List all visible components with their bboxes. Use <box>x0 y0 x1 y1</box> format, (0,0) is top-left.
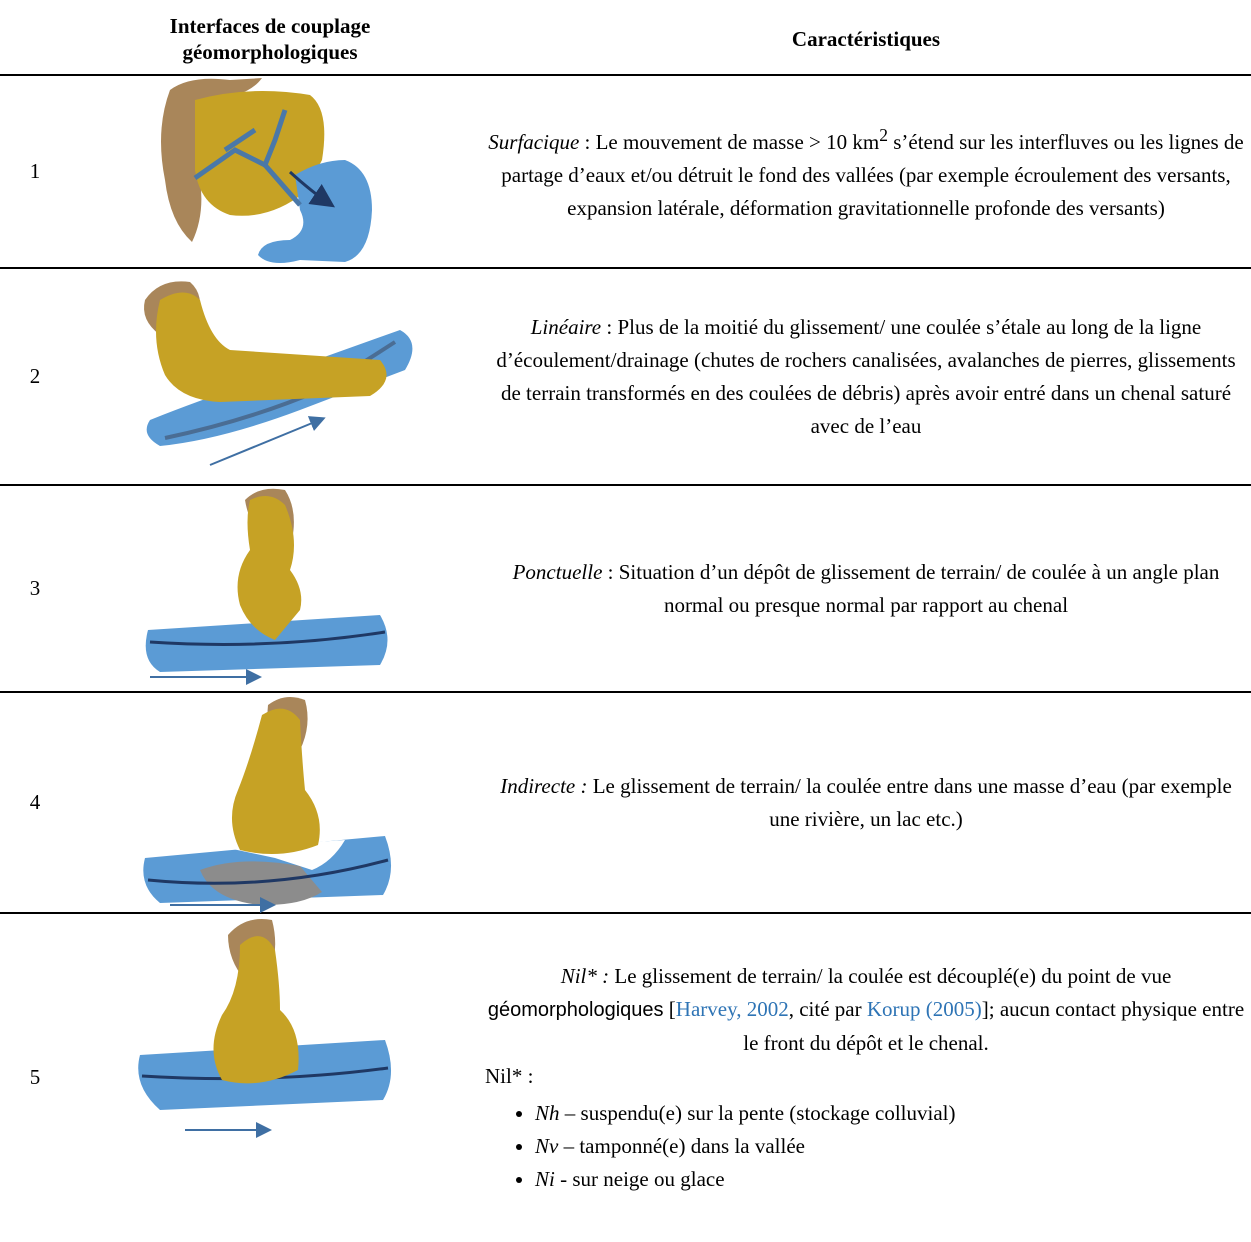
illustration-2 <box>144 281 413 466</box>
term: Linéaire <box>530 314 602 339</box>
text: Le glissement de terrain/ la coulée est … <box>609 963 1172 988</box>
note: Nil* : <box>485 1063 534 1088</box>
row-borders <box>0 74 1251 914</box>
citation-link[interactable]: Harvey, 2002 <box>675 996 789 1021</box>
row-number: 1 <box>29 159 41 183</box>
illustration-1 <box>161 78 372 264</box>
column-header: Interfaces de couplage géomorphologiques <box>169 14 371 64</box>
row-description: Nil* : Le glissement de terrain/ la coul… <box>485 913 1247 1242</box>
text: Le glissement de terrain/ la coulée entr… <box>587 773 1232 831</box>
text: : Situation d’un dépôt de glissement de … <box>602 559 1220 617</box>
text: - sur neige ou glace <box>554 1166 725 1191</box>
bullet-list: Nh – suspendu(e) sur la pente (stockage … <box>485 1097 1247 1196</box>
bullet: Nh – suspendu(e) sur la pente (stockage … <box>535 1097 1247 1130</box>
bullet: Nv – tamponné(e) dans la vallée <box>535 1130 1247 1163</box>
row-number: 2 <box>29 364 41 388</box>
text: , cité par <box>788 996 867 1021</box>
term: Surfacique <box>488 129 580 154</box>
row-description: Surfacique : Le mouvement de masse > 10 … <box>485 75 1247 268</box>
term: Nil* : <box>560 963 610 988</box>
row-number: 4 <box>29 790 41 814</box>
text: géomorphologiques <box>487 998 664 1021</box>
text: s’étend sur les interfluves ou les ligne… <box>501 129 1244 220</box>
term: Indirecte : <box>500 773 588 798</box>
citation-link[interactable]: Korup (2005) <box>866 996 982 1021</box>
text: – tamponné(e) dans la vallée <box>558 1133 805 1158</box>
text: : Le mouvement de masse > 10 km <box>579 129 880 154</box>
text: [ <box>663 996 676 1021</box>
column-header: Caractéristiques <box>791 27 941 51</box>
text: ]; aucun contact physique entre le front… <box>743 996 1245 1055</box>
text: – suspendu(e) sur la pente (stockage col… <box>559 1100 956 1125</box>
text: : Plus de la moitié du glissement/ une c… <box>496 314 1236 438</box>
row-description: Ponctuelle : Situation d’un dépôt de gli… <box>485 485 1247 692</box>
row-description: Indirecte : Le glissement de terrain/ la… <box>485 692 1247 913</box>
term: Nh <box>535 1100 560 1125</box>
illustration-3 <box>145 488 388 685</box>
row-description: Linéaire : Plus de la moitié du glisseme… <box>485 268 1247 485</box>
term: Ponctuelle <box>512 559 603 584</box>
row-number: 3 <box>29 576 41 600</box>
term: Ni <box>535 1166 555 1191</box>
bullet: Ni - sur neige ou glace <box>535 1163 1247 1196</box>
row-number: 5 <box>29 1065 41 1089</box>
illustration-5 <box>138 919 392 1138</box>
illustration-4 <box>143 696 392 913</box>
superscript: 2 <box>879 124 888 145</box>
term: Nv <box>535 1133 559 1158</box>
